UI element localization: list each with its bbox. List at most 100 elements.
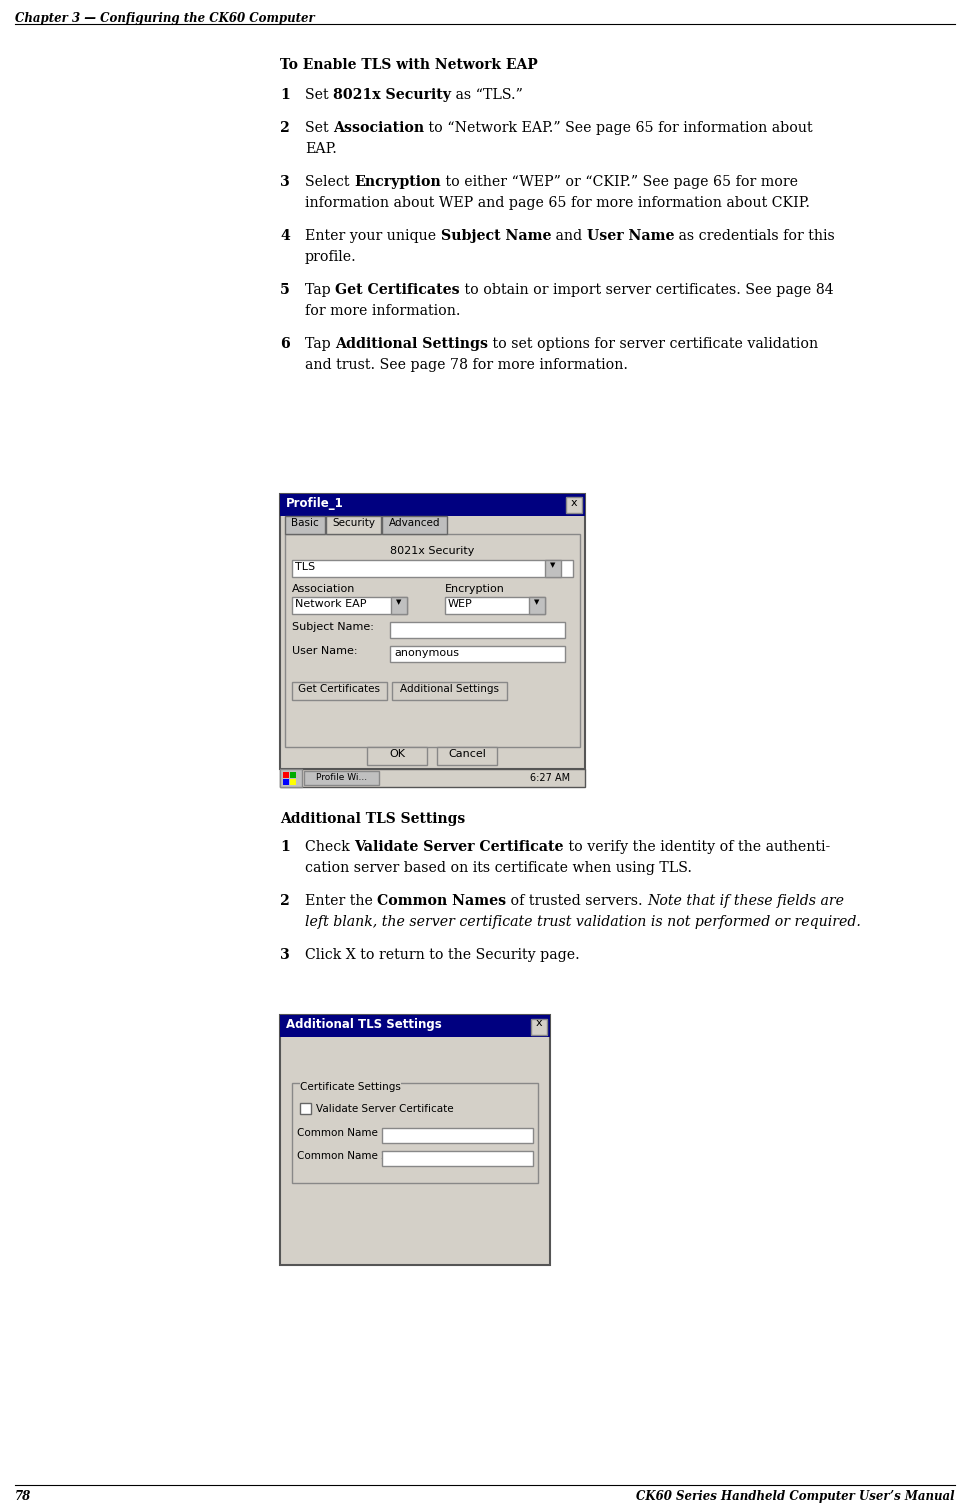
- Text: Encryption: Encryption: [354, 174, 440, 189]
- Bar: [285, 534, 579, 747]
- Bar: [366, 747, 426, 765]
- Text: Additional Settings: Additional Settings: [399, 684, 498, 694]
- Bar: [326, 516, 381, 534]
- Text: to “Network EAP.” See page 65 for information about: to “Network EAP.” See page 65 for inform…: [423, 122, 812, 135]
- Text: To Enable TLS with Network EAP: To Enable TLS with Network EAP: [280, 59, 537, 72]
- Text: 5: 5: [280, 283, 290, 298]
- Bar: [283, 773, 289, 779]
- Text: Association: Association: [292, 585, 355, 594]
- Text: 8021x Security: 8021x Security: [390, 546, 474, 556]
- Text: profile.: profile.: [304, 249, 357, 265]
- Text: left blank, the server certificate trust validation is not performed or required: left blank, the server certificate trust…: [304, 915, 860, 929]
- Text: 8021x Security: 8021x Security: [332, 89, 451, 102]
- Text: Get Certificates: Get Certificates: [298, 684, 380, 694]
- Text: Check: Check: [304, 840, 354, 854]
- Text: Profile_1: Profile_1: [286, 497, 343, 510]
- Text: 1: 1: [280, 89, 290, 102]
- Text: Basic: Basic: [291, 519, 319, 528]
- Bar: [283, 779, 289, 785]
- Text: Common Name 2:: Common Name 2:: [297, 1151, 391, 1160]
- Text: EAP.: EAP.: [304, 141, 336, 156]
- Bar: [299, 1103, 311, 1114]
- Bar: [545, 561, 560, 577]
- Text: for more information.: for more information.: [304, 304, 460, 319]
- Text: Enter the: Enter the: [304, 894, 377, 908]
- Text: to obtain or import server certificates. See page 84: to obtain or import server certificates.…: [459, 283, 832, 298]
- Text: 3: 3: [280, 174, 290, 189]
- Text: CK60 Series Handheld Computer User’s Manual: CK60 Series Handheld Computer User’s Man…: [636, 1489, 954, 1503]
- Text: as “TLS.”: as “TLS.”: [451, 89, 522, 102]
- Text: and trust. See page 78 for more information.: and trust. See page 78 for more informat…: [304, 358, 627, 373]
- Text: Validate Server Certificate: Validate Server Certificate: [354, 840, 563, 854]
- Text: 3: 3: [280, 948, 290, 962]
- Text: Cancel: Cancel: [448, 748, 485, 759]
- Text: to either “WEP” or “CKIP.” See page 65 for more: to either “WEP” or “CKIP.” See page 65 f…: [440, 174, 797, 189]
- Bar: [292, 597, 407, 615]
- Text: as credentials for this: as credentials for this: [673, 228, 834, 243]
- Text: Common Names: Common Names: [377, 894, 506, 908]
- Text: anonymous: anonymous: [393, 648, 458, 658]
- Bar: [280, 770, 301, 788]
- Text: Security: Security: [331, 519, 375, 528]
- Bar: [445, 597, 545, 615]
- Text: Select: Select: [304, 174, 354, 189]
- Text: 6:27 AM: 6:27 AM: [529, 773, 570, 783]
- Text: Additional TLS Settings: Additional TLS Settings: [280, 812, 465, 827]
- Bar: [280, 1015, 549, 1037]
- Bar: [382, 1127, 532, 1142]
- Bar: [280, 494, 584, 770]
- Text: Set: Set: [304, 122, 332, 135]
- Text: ▼: ▼: [396, 600, 401, 606]
- Text: Tap: Tap: [304, 337, 335, 352]
- Text: information about WEP and page 65 for more information about CKIP.: information about WEP and page 65 for mo…: [304, 195, 809, 210]
- Text: ▼: ▼: [534, 600, 539, 606]
- Bar: [280, 770, 584, 788]
- Text: Get Certificates: Get Certificates: [335, 283, 459, 298]
- Text: Association: Association: [332, 122, 423, 135]
- Text: and: and: [550, 228, 586, 243]
- Bar: [530, 1019, 547, 1036]
- Bar: [292, 561, 573, 577]
- Text: 1: 1: [280, 840, 290, 854]
- Text: Profile Wi...: Profile Wi...: [316, 773, 367, 782]
- Text: of trusted servers.: of trusted servers.: [506, 894, 647, 908]
- Bar: [280, 494, 584, 516]
- Text: x: x: [535, 1018, 542, 1028]
- Text: Additional Settings: Additional Settings: [335, 337, 487, 352]
- Bar: [390, 646, 564, 661]
- Text: Note that if these fields are: Note that if these fields are: [647, 894, 844, 908]
- Text: 2: 2: [280, 894, 290, 908]
- Text: x: x: [570, 497, 577, 508]
- Bar: [290, 779, 296, 785]
- Text: User Name: User Name: [586, 228, 673, 243]
- Text: Click X to return to the Security page.: Click X to return to the Security page.: [304, 948, 579, 962]
- Text: Chapter 3 — Configuring the CK60 Computer: Chapter 3 — Configuring the CK60 Compute…: [15, 12, 314, 26]
- Text: WEP: WEP: [448, 600, 472, 609]
- Bar: [382, 516, 447, 534]
- Bar: [391, 597, 407, 615]
- Text: Certificate Settings: Certificate Settings: [299, 1082, 400, 1093]
- Text: 78: 78: [15, 1489, 31, 1503]
- Text: 2: 2: [280, 122, 290, 135]
- Bar: [566, 497, 581, 513]
- Text: Tap: Tap: [304, 283, 335, 298]
- Text: ▼: ▼: [549, 562, 555, 568]
- Text: TLS: TLS: [295, 562, 315, 573]
- Bar: [391, 682, 507, 700]
- Text: 6: 6: [280, 337, 290, 352]
- Bar: [528, 597, 545, 615]
- Bar: [437, 747, 496, 765]
- Bar: [290, 773, 296, 779]
- Text: to set options for server certificate validation: to set options for server certificate va…: [487, 337, 818, 352]
- Text: Advanced: Advanced: [389, 519, 440, 528]
- Text: Network EAP: Network EAP: [295, 600, 366, 609]
- Text: User Name:: User Name:: [292, 646, 358, 655]
- Text: OK: OK: [389, 748, 405, 759]
- Text: Set: Set: [304, 89, 332, 102]
- Bar: [285, 516, 325, 534]
- Text: Additional TLS Settings: Additional TLS Settings: [286, 1018, 441, 1031]
- Text: Validate Server Certificate: Validate Server Certificate: [316, 1105, 453, 1114]
- Bar: [382, 1151, 532, 1166]
- Bar: [292, 1084, 538, 1183]
- Bar: [280, 1015, 549, 1266]
